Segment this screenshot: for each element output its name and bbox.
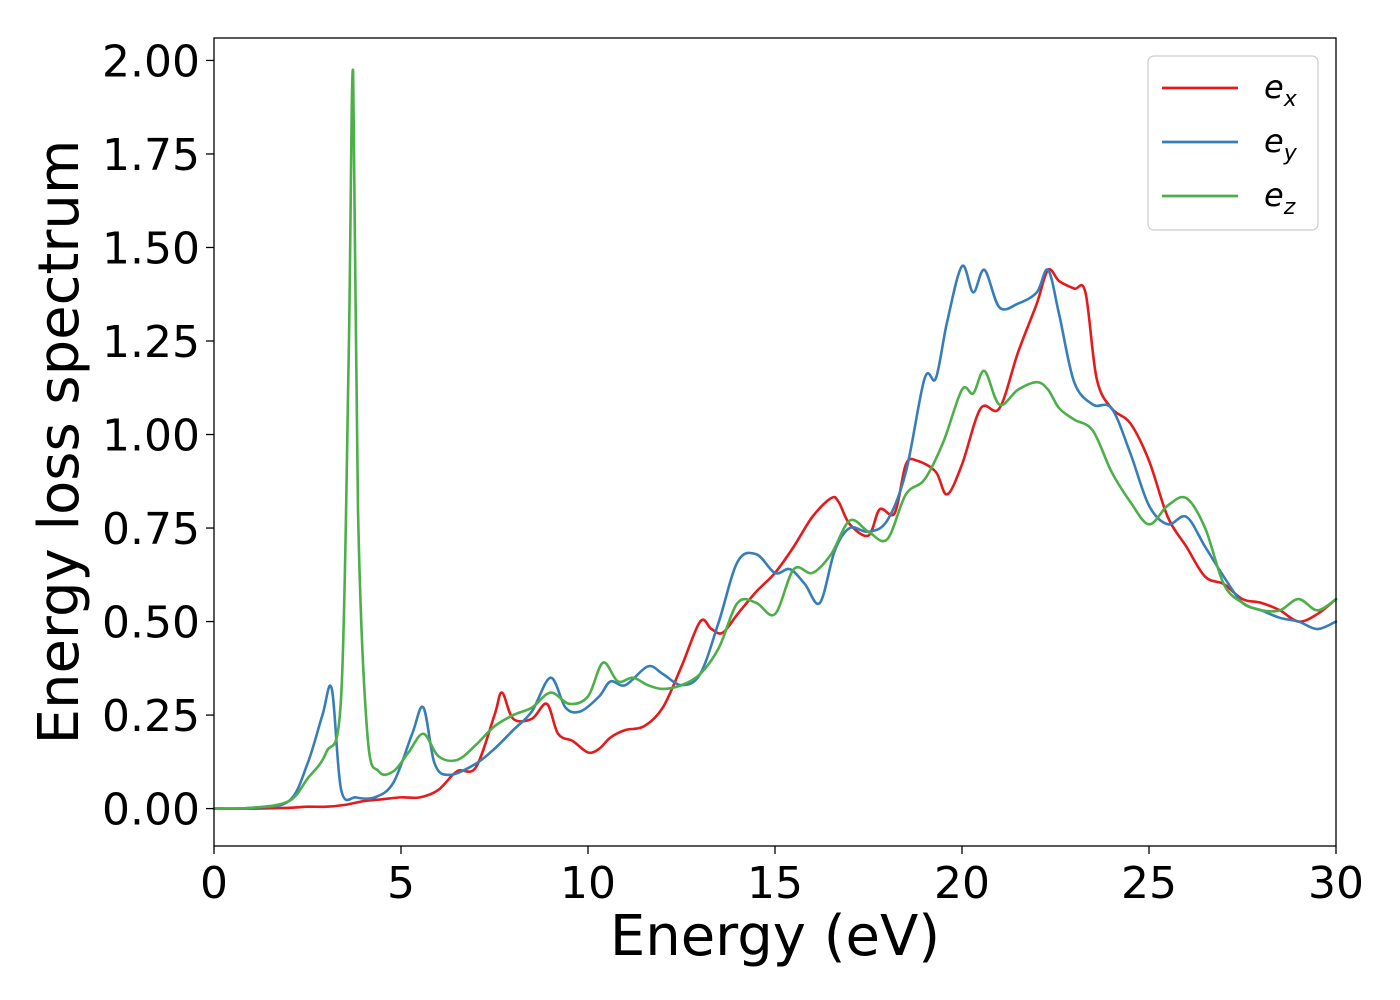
y-tick-label: 2.00	[102, 36, 200, 87]
x-tick-label: 25	[1121, 858, 1177, 909]
y-tick-label: 1.00	[102, 411, 200, 462]
y-tick-label: 1.50	[102, 223, 200, 274]
x-tick-label: 10	[560, 858, 616, 909]
legend-label-y: ey	[1264, 122, 1298, 166]
series-line-y	[212, 264, 1338, 810]
series-line-z	[212, 68, 1338, 810]
x-tick-label: 20	[934, 858, 990, 909]
series-layer	[212, 68, 1338, 810]
y-tick-label: 1.25	[102, 317, 200, 368]
x-axis-title: Energy (eV)	[610, 904, 940, 969]
x-tick-label: 0	[200, 858, 228, 909]
legend-subscript: y	[1283, 141, 1298, 166]
legend-subscript: x	[1283, 87, 1298, 112]
series-line-x	[212, 267, 1338, 810]
y-tick-label: 0.50	[102, 598, 200, 649]
x-tick-label: 5	[387, 858, 415, 909]
y-tick-label: 0.75	[102, 504, 200, 555]
y-tick-label: 1.75	[102, 130, 200, 181]
axis-layer: 0 5 10 15 20 25 30 0.00 0.25 0.50 0.75 1.00 1.25 1.50…	[102, 36, 1364, 909]
y-tick-label: 0.00	[102, 785, 200, 836]
x-tick-label: 30	[1308, 858, 1364, 909]
y-axis-title: Energy loss spectrum	[27, 140, 92, 745]
y-tick-label: 0.25	[102, 691, 200, 742]
x-tick-label: 15	[747, 858, 803, 909]
legend-subscript: z	[1283, 195, 1296, 220]
